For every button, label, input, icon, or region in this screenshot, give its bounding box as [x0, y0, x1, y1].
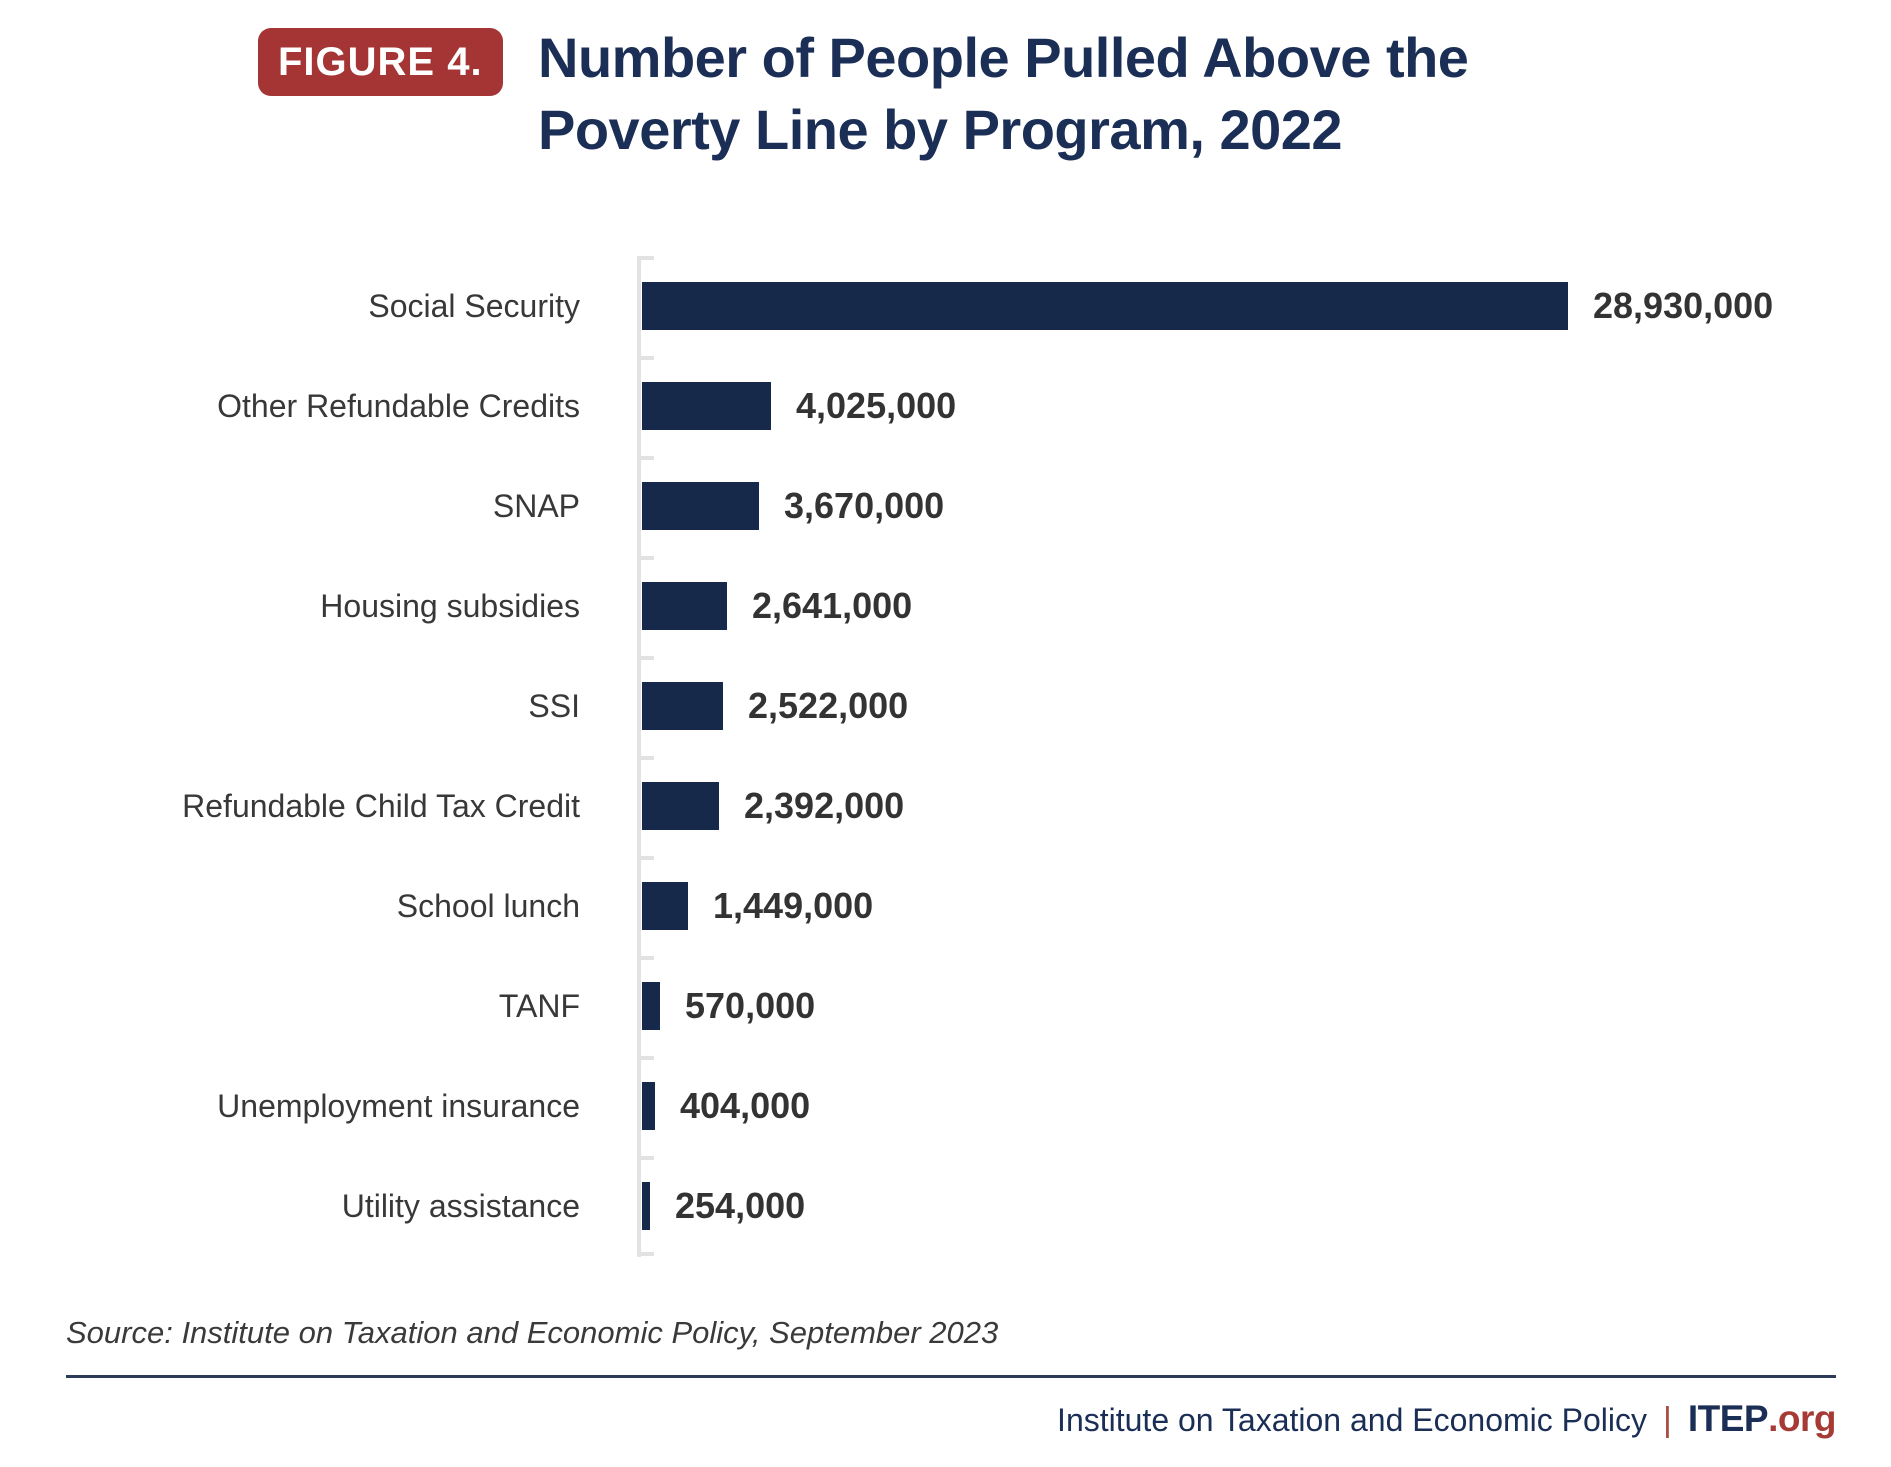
- footer-org-name: Institute on Taxation and Economic Polic…: [1057, 1402, 1648, 1438]
- category-label: Social Security: [368, 288, 580, 324]
- value-label: 2,641,000: [752, 585, 913, 626]
- value-label: 28,930,000: [1593, 285, 1774, 326]
- value-label: 2,522,000: [748, 685, 909, 726]
- axis-tick: [641, 1156, 654, 1160]
- bar: [642, 682, 723, 730]
- value-label: 254,000: [675, 1185, 806, 1226]
- y-axis-line: [637, 256, 641, 1257]
- footer: Institute on Taxation and Economic Polic…: [1057, 1398, 1836, 1440]
- value-label: 4,025,000: [796, 385, 957, 426]
- axis-tick: [641, 456, 654, 460]
- bar: [642, 882, 688, 930]
- category-label: School lunch: [396, 888, 580, 924]
- value-label: 570,000: [685, 985, 816, 1026]
- chart-row: Utility assistance 254,000: [0, 1156, 1891, 1256]
- bar: [642, 982, 660, 1030]
- chart-row: SNAP 3,670,000: [0, 456, 1891, 556]
- axis-tick: [641, 1056, 654, 1060]
- axis-tick: [641, 856, 654, 860]
- footer-brand-suffix[interactable]: .org: [1768, 1398, 1836, 1439]
- category-label: SNAP: [492, 488, 580, 524]
- category-label: SSI: [528, 688, 580, 724]
- chart-row: Refundable Child Tax Credit 2,392,000: [0, 756, 1891, 856]
- value-label: 3,670,000: [784, 485, 945, 526]
- chart-title: Number of People Pulled Above the Povert…: [538, 22, 1738, 166]
- footer-separator: |: [1663, 1401, 1672, 1439]
- bar: [642, 1082, 655, 1130]
- axis-tick: [641, 656, 654, 660]
- value-label: 404,000: [680, 1085, 811, 1126]
- bar: [642, 382, 771, 430]
- chart-row: School lunch 1,449,000: [0, 856, 1891, 956]
- axis-tick: [641, 1252, 654, 1256]
- footer-divider: [66, 1375, 1836, 1378]
- chart-row: Housing subsidies 2,641,000: [0, 556, 1891, 656]
- source-note: Source: Institute on Taxation and Econom…: [66, 1315, 999, 1350]
- axis-tick: [641, 356, 654, 360]
- chart-row: TANF 570,000: [0, 956, 1891, 1056]
- bar: [642, 482, 759, 530]
- bar: [642, 582, 727, 630]
- category-label: Unemployment insurance: [217, 1088, 580, 1124]
- chart-row: Other Refundable Credits 4,025,000: [0, 356, 1891, 456]
- chart-row: Unemployment insurance 404,000: [0, 1056, 1891, 1156]
- category-label: Other Refundable Credits: [217, 388, 580, 424]
- figure-badge-label: FIGURE 4.: [278, 39, 483, 84]
- chart-title-line2: Poverty Line by Program, 2022: [538, 98, 1343, 161]
- value-label: 1,449,000: [713, 885, 874, 926]
- category-label: Utility assistance: [341, 1188, 580, 1224]
- axis-tick: [641, 756, 654, 760]
- category-label: TANF: [498, 988, 580, 1024]
- axis-tick: [641, 256, 654, 260]
- chart-title-line1: Number of People Pulled Above the: [538, 26, 1469, 89]
- category-label: Housing subsidies: [320, 588, 580, 624]
- bar: [642, 282, 1568, 330]
- figure-badge: FIGURE 4.: [258, 28, 503, 96]
- chart-row: Social Security 28,930,000: [0, 256, 1891, 356]
- axis-tick: [641, 956, 654, 960]
- category-label: Refundable Child Tax Credit: [182, 788, 580, 824]
- value-label: 2,392,000: [744, 785, 905, 826]
- bar-chart: Social Security 28,930,000 Other Refundabl…: [0, 256, 1891, 1257]
- bar: [642, 782, 719, 830]
- chart-row: SSI 2,522,000: [0, 656, 1891, 756]
- footer-brand-link[interactable]: ITEP: [1687, 1398, 1769, 1439]
- bar: [642, 1182, 650, 1230]
- axis-tick: [641, 556, 654, 560]
